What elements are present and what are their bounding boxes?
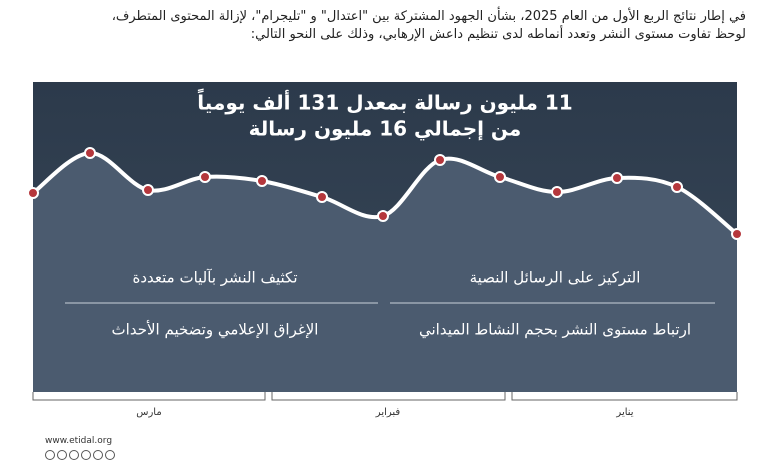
wave-dot <box>27 187 39 199</box>
header-line: في إطار نتائج الربع الأول من العام 2025،… <box>111 9 746 24</box>
wave-dot <box>316 191 328 203</box>
wave-dot <box>256 175 268 187</box>
month-label: فبراير <box>375 407 401 418</box>
wave-dot <box>731 228 743 240</box>
wave-dot <box>494 171 506 183</box>
wave-dot <box>377 210 389 222</box>
wave-dot <box>671 181 683 193</box>
point-text: التركيز على الرسائل النصية <box>470 269 641 287</box>
highlight-line: 11 مليون رسالة بمعدل 131 ألف يومياً <box>197 88 572 114</box>
wave-dots <box>27 147 743 240</box>
highlight-line: من إجمالي 16 مليون رسالة <box>249 117 522 142</box>
header-line: لوحظ تفاوت مستوى النشر وتعدد أنماطه لدى … <box>250 27 746 42</box>
bracket <box>32 392 266 401</box>
wave-dot <box>611 172 623 184</box>
bracket <box>511 392 738 401</box>
wave-area <box>33 152 737 392</box>
wave-dot <box>142 184 154 196</box>
wave-dot <box>84 147 96 159</box>
wave-dot <box>434 154 446 166</box>
header: في إطار نتائج الربع الأول من العام 2025،… <box>16 8 746 44</box>
social-icons <box>45 450 115 460</box>
point-text: ارتباط مستوى النشر بحجم النشاط الميداني <box>419 321 691 340</box>
bracket <box>271 392 506 401</box>
month-label: مارس <box>136 407 161 418</box>
footer-url: www.etidal.org <box>45 436 113 446</box>
wave-dot <box>551 186 563 198</box>
month-label: يناير <box>615 407 633 418</box>
wave-dot <box>199 171 211 183</box>
point-text: تكثيف النشر بآليات متعددة <box>132 269 297 287</box>
point-text: الإغراق الإعلامي وتضخيم الأحداث <box>112 320 319 340</box>
